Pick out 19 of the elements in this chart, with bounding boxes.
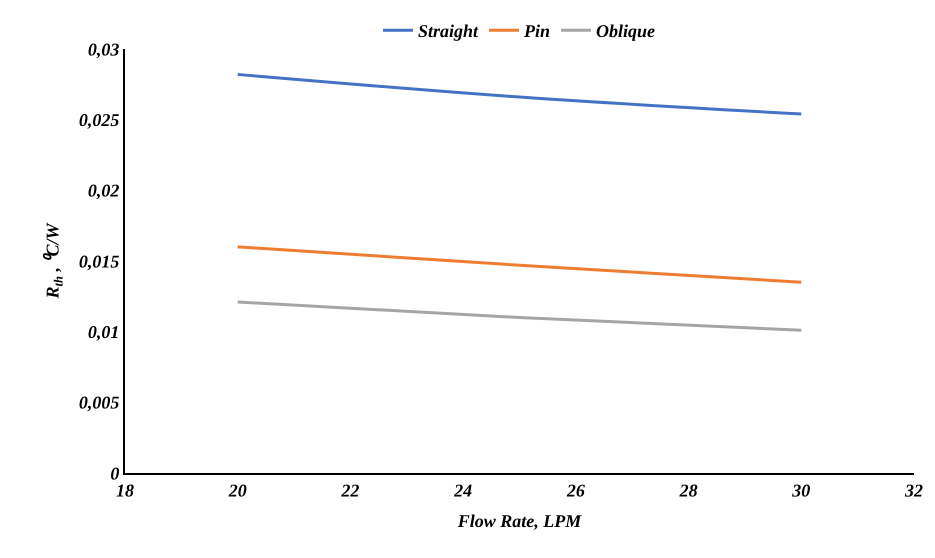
y-tick-label: 0,015 xyxy=(78,251,120,272)
legend-label: Straight xyxy=(418,21,480,42)
y-tick-label: 0,005 xyxy=(78,392,120,413)
x-tick-label: 26 xyxy=(566,480,585,501)
y-tick-label: 0 xyxy=(110,463,120,484)
x-tick-label: 24 xyxy=(453,480,472,501)
x-tick-label: 18 xyxy=(116,480,134,501)
x-tick-label: 20 xyxy=(228,480,247,501)
y-tick-label: 0,02 xyxy=(88,180,120,201)
x-tick-label: 28 xyxy=(678,480,698,501)
x-axis-title: Flow Rate, LPM xyxy=(456,511,582,532)
legend-label: Oblique xyxy=(596,21,656,42)
y-tick-label: 0,01 xyxy=(88,322,120,342)
x-tick-label: 32 xyxy=(904,480,923,501)
legend-label: Pin xyxy=(523,21,550,42)
x-tick-label: 22 xyxy=(340,480,360,501)
y-tick-label: 0,03 xyxy=(88,39,120,60)
y-tick-label: 0,025 xyxy=(78,110,120,130)
x-tick-label: 30 xyxy=(791,480,810,501)
